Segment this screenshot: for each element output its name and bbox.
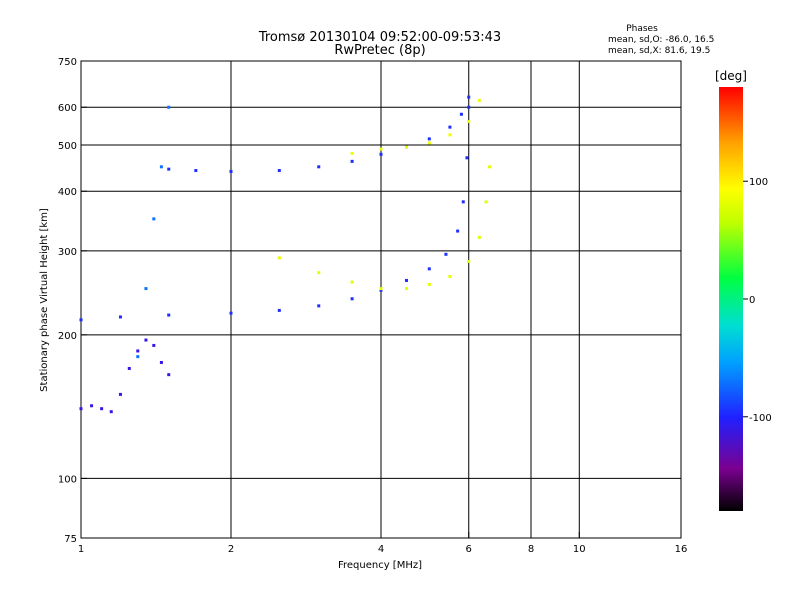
data-point bbox=[465, 156, 469, 160]
data-point bbox=[159, 360, 163, 364]
y-tick-label: 200 bbox=[58, 331, 77, 342]
data-point bbox=[427, 141, 431, 145]
y-tick-label: 400 bbox=[58, 187, 77, 198]
data-point bbox=[79, 318, 83, 322]
data-point bbox=[477, 98, 481, 102]
data-point bbox=[467, 259, 471, 263]
data-point bbox=[277, 169, 281, 173]
data-point bbox=[317, 165, 321, 169]
grid-lines bbox=[81, 61, 681, 538]
data-point bbox=[467, 105, 471, 109]
y-tick-label: 100 bbox=[58, 474, 77, 485]
x-tick-label: 10 bbox=[573, 544, 586, 555]
data-point bbox=[194, 169, 198, 173]
data-point bbox=[467, 95, 471, 99]
chart-subtitle: RwPretec (8p) bbox=[334, 43, 425, 58]
y-tick-label: 600 bbox=[58, 103, 77, 114]
data-point bbox=[427, 267, 431, 271]
data-point bbox=[144, 338, 148, 342]
data-point bbox=[152, 217, 156, 221]
data-point bbox=[100, 407, 104, 411]
stats-x-mode: mean, sd,X: 81.6, 19.5 bbox=[608, 46, 710, 56]
data-point bbox=[379, 287, 383, 291]
colorbar bbox=[719, 87, 743, 511]
stats-o-mode: mean, sd,O: -86.0, 16.5 bbox=[608, 35, 714, 45]
data-point bbox=[350, 151, 354, 155]
data-point bbox=[487, 165, 491, 169]
axis-ticks: 1 2 4 6 8 10 16 75 100 200 300 400 500 600 750 bbox=[58, 57, 687, 555]
chart-title: Tromsø 20130104 09:52:00-09:53:43 bbox=[258, 30, 501, 45]
y-tick-label: 75 bbox=[64, 534, 77, 545]
data-points bbox=[79, 95, 491, 414]
x-tick-label: 8 bbox=[528, 544, 534, 555]
data-point bbox=[229, 169, 233, 173]
data-point bbox=[404, 287, 408, 291]
colorbar-tick-label: 0 bbox=[749, 295, 755, 306]
data-point bbox=[127, 366, 131, 370]
data-point bbox=[379, 288, 383, 292]
data-point bbox=[277, 256, 281, 260]
data-point bbox=[350, 159, 354, 163]
data-point bbox=[448, 133, 452, 137]
data-point bbox=[379, 147, 383, 151]
colorbar-label: [deg] bbox=[715, 69, 747, 83]
data-point bbox=[467, 120, 471, 124]
data-point bbox=[484, 200, 488, 204]
data-point bbox=[448, 125, 452, 129]
data-point bbox=[448, 275, 452, 279]
data-point bbox=[317, 271, 321, 275]
data-point bbox=[167, 373, 171, 377]
data-point bbox=[159, 165, 163, 169]
data-point bbox=[277, 308, 281, 312]
colorbar-tick-label: 100 bbox=[749, 177, 768, 188]
data-point bbox=[167, 105, 171, 109]
data-point bbox=[152, 343, 156, 347]
y-tick-label: 500 bbox=[58, 141, 77, 152]
data-point bbox=[427, 282, 431, 286]
data-point bbox=[136, 355, 140, 359]
data-point bbox=[317, 304, 321, 308]
data-point bbox=[350, 297, 354, 301]
colorbar-ticks: -100 0 100 bbox=[743, 177, 772, 424]
x-tick-label: 6 bbox=[466, 544, 472, 555]
data-point bbox=[404, 278, 408, 282]
data-point bbox=[379, 152, 383, 156]
data-point bbox=[144, 287, 148, 291]
data-point bbox=[90, 404, 94, 408]
y-tick-label: 300 bbox=[58, 247, 77, 258]
data-point bbox=[456, 229, 460, 233]
x-tick-label: 2 bbox=[228, 544, 234, 555]
data-point bbox=[136, 349, 140, 353]
data-point bbox=[167, 313, 171, 317]
data-point bbox=[444, 252, 448, 256]
colorbar-tick-label: -100 bbox=[749, 413, 772, 424]
data-point bbox=[404, 145, 408, 149]
stats-heading: Phases bbox=[626, 24, 658, 34]
data-point bbox=[427, 137, 431, 141]
data-point bbox=[461, 200, 465, 204]
x-tick-label: 4 bbox=[378, 544, 384, 555]
x-tick-label: 1 bbox=[78, 544, 84, 555]
data-point bbox=[459, 112, 463, 116]
x-tick-label: 16 bbox=[675, 544, 688, 555]
data-point bbox=[109, 410, 113, 414]
data-point bbox=[350, 280, 354, 284]
data-point bbox=[477, 235, 481, 239]
x-axis-label: Frequency [MHz] bbox=[338, 560, 422, 571]
data-point bbox=[118, 392, 122, 396]
data-point bbox=[167, 167, 171, 171]
data-point bbox=[79, 407, 83, 411]
y-tick-label: 750 bbox=[58, 57, 77, 68]
y-axis-label: Stationary phase Virtual Height [km] bbox=[39, 208, 50, 392]
data-point bbox=[118, 315, 122, 319]
data-point bbox=[229, 311, 233, 315]
